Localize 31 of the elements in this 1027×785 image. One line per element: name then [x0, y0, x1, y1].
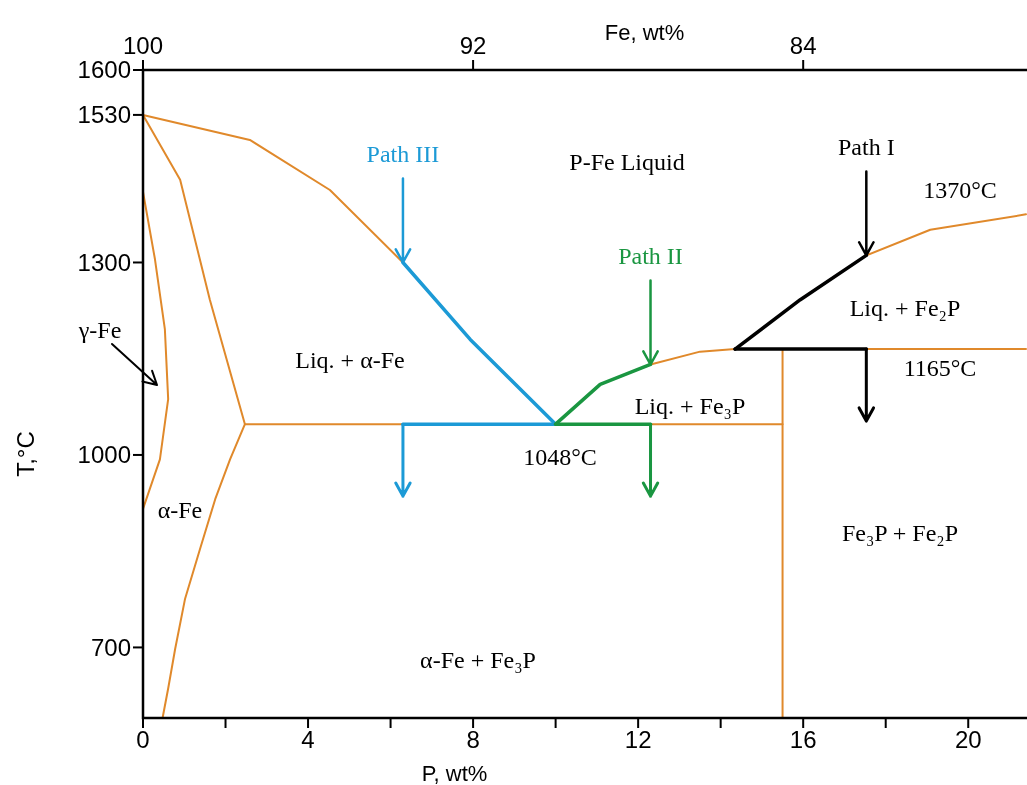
- annotation: 1165°C: [903, 355, 977, 382]
- y-axis-title: T,°C: [12, 431, 39, 477]
- annotation: Path III: [366, 141, 440, 168]
- y-tick-label: 1000: [77, 441, 131, 469]
- annotation: Liq. + α-Fe: [295, 347, 405, 374]
- x2-tick-label: 92: [459, 32, 487, 59]
- annotation: α-Fe + Fe₃P: [420, 647, 536, 674]
- annotation: P-Fe Liquid: [569, 149, 685, 176]
- annotation: Liq. + Fe₃P: [634, 393, 746, 420]
- annotation: 1370°C: [923, 177, 997, 204]
- text: γ-Fe: [77, 317, 122, 344]
- y-tick-label: 1300: [77, 248, 131, 276]
- x-tick-label: 8: [466, 726, 480, 753]
- y-tick-label: 1530: [77, 101, 131, 129]
- annotation: Path II: [618, 243, 683, 270]
- x-axis-title: P, wt%: [421, 761, 488, 785]
- x2-axis-title: Fe, wt%: [604, 20, 685, 45]
- x2-tick-label: 100: [122, 32, 164, 59]
- x-tick-label: 4: [301, 726, 315, 753]
- annotation: 1048°C: [523, 444, 597, 471]
- x2-tick-label: 84: [789, 32, 817, 59]
- x-tick-label: 12: [624, 726, 652, 753]
- x-tick-label: 0: [136, 726, 150, 753]
- x-tick-label: 20: [954, 726, 982, 753]
- annotation: α-Fe: [157, 497, 203, 524]
- annotation: Path I: [837, 134, 895, 161]
- y-tick-label: 1600: [77, 56, 131, 84]
- y-tick-label: 700: [90, 633, 131, 661]
- annotation: Liq. + Fe₂P: [849, 295, 961, 322]
- annotation: Fe₃P + Fe₂P: [841, 520, 959, 547]
- x-tick-label: 16: [789, 726, 817, 753]
